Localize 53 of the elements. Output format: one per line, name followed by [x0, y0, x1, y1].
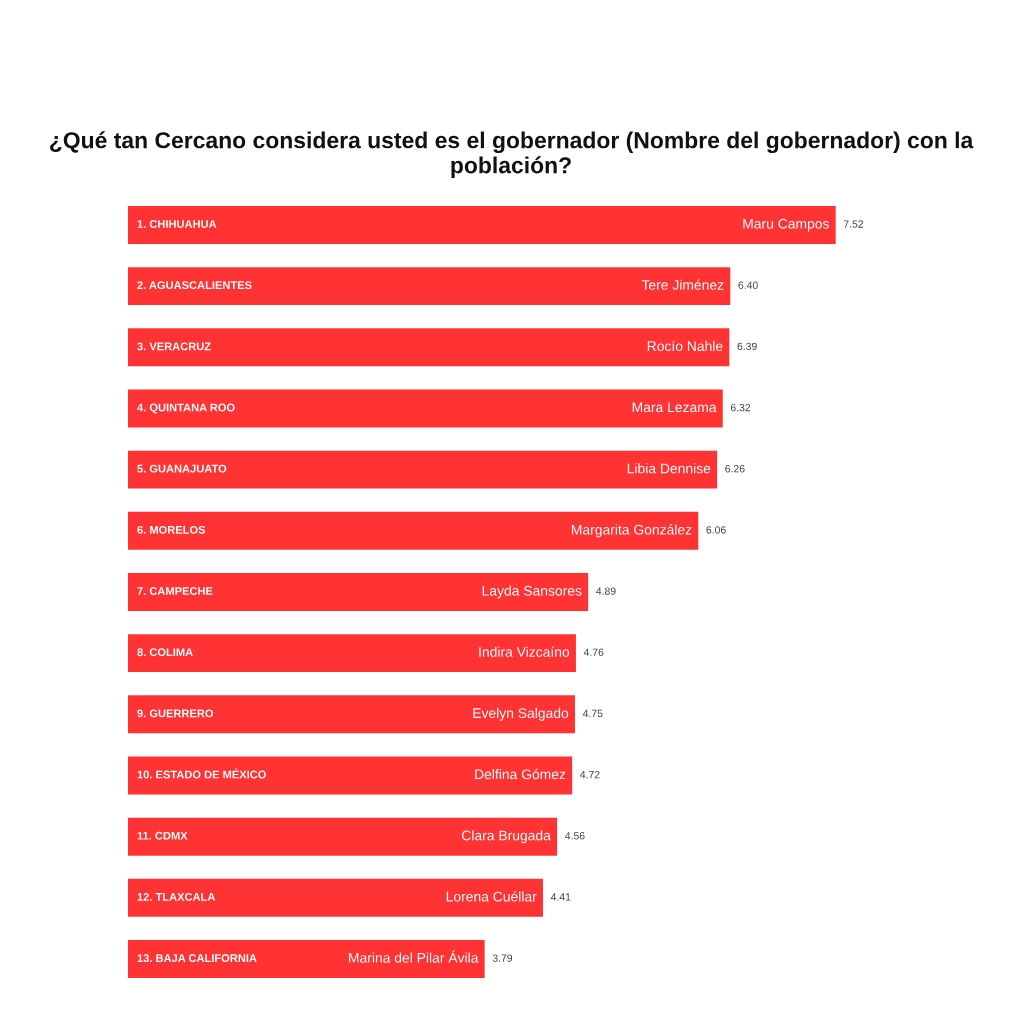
- data-label: 6.39: [737, 342, 757, 351]
- annotation: Layda Sansores: [482, 585, 582, 599]
- annotation: Indira Vizcaíno: [479, 646, 570, 657]
- bar: [127, 817, 558, 856]
- data-label: 4.56: [565, 832, 585, 840]
- bar: [127, 756, 573, 795]
- data-label: 6.32: [730, 403, 751, 412]
- annotation: Maru Campos: [743, 218, 829, 232]
- bar: [127, 511, 699, 550]
- bar: [127, 450, 718, 489]
- y-tick-label: 9. GUERRERO: [137, 709, 214, 718]
- data-label: 4.41: [550, 893, 571, 901]
- bar: [127, 573, 589, 611]
- bar: [127, 695, 576, 734]
- data-label: 3.79: [492, 954, 513, 962]
- bar: [127, 328, 730, 367]
- annotation: Marina del Pilar Ávila: [349, 950, 479, 963]
- bar: [127, 878, 544, 917]
- data-label: 4.89: [596, 587, 616, 595]
- y-tick-label: 10. ESTADO DE MÉXICO: [137, 768, 266, 779]
- data-label: 6.26: [725, 465, 745, 473]
- bar: [127, 389, 723, 428]
- y-tick-label: 8. COLIMA: [137, 648, 193, 657]
- annotation: Evelyn Salgado: [473, 707, 569, 721]
- bar: [127, 634, 576, 673]
- annotation: Margarita González: [572, 524, 692, 538]
- data-label: 6.06: [706, 526, 726, 534]
- data-label: 4.76: [583, 648, 604, 656]
- bar: [127, 267, 731, 306]
- annotation: Clara Brugada: [462, 830, 551, 844]
- y-tick-label: 12. TLAXCALA: [137, 892, 216, 901]
- bar: [127, 205, 836, 244]
- y-tick-label: 6. MORELOS: [137, 525, 206, 534]
- chart-title: ¿Qué tan Cercano considera usted es el gobernador (Nombre del gobernador) con la población?: [50, 131, 974, 178]
- annotation: Tere Jiménez: [641, 279, 724, 290]
- annotation: Lorena Cuéllar: [446, 891, 537, 902]
- y-tick-label: 4. QUINTANA ROO: [137, 403, 235, 414]
- y-tick-label: 2. AGUASCALIENTES: [137, 281, 252, 290]
- bar: [127, 940, 485, 978]
- y-tick-label: 7. CAMPECHE: [137, 587, 213, 595]
- annotation: Rocío Nahle: [647, 340, 723, 352]
- y-tick-label: 13. BAJA CALIFORNIA: [137, 954, 257, 963]
- annotation: Libia Dennise: [627, 463, 711, 474]
- y-tick-label: 1. CHIHUAHUA: [137, 220, 217, 228]
- data-label: 4.72: [580, 770, 600, 779]
- data-label: 6.40: [738, 281, 758, 289]
- data-label: 7.52: [843, 220, 864, 228]
- y-tick-label: 3. VERACRUZ: [137, 342, 211, 351]
- data-label: 4.75: [582, 709, 603, 718]
- y-tick-label: 5. GUANAJUATO: [137, 464, 227, 473]
- y-tick-label: 11. CDMX: [137, 831, 188, 840]
- annotation: Delfina Gómez: [475, 768, 566, 780]
- annotation: Mara Lezama: [632, 402, 717, 413]
